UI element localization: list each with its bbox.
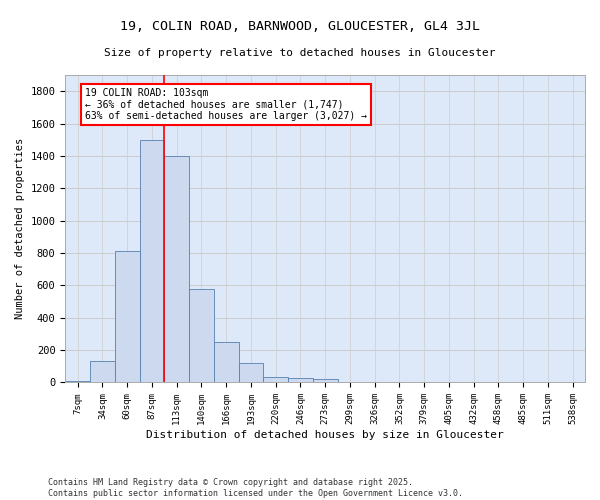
Bar [65,381,90,382]
Text: Size of property relative to detached houses in Gloucester: Size of property relative to detached ho… [104,48,496,58]
Bar [263,377,288,382]
Text: 19, COLIN ROAD, BARNWOOD, GLOUCESTER, GL4 3JL: 19, COLIN ROAD, BARNWOOD, GLOUCESTER, GL… [120,20,480,33]
Bar [164,156,189,382]
Bar [90,362,115,382]
Text: 19 COLIN ROAD: 103sqm
← 36% of detached houses are smaller (1,747)
63% of semi-d: 19 COLIN ROAD: 103sqm ← 36% of detached … [85,88,367,121]
Text: Contains HM Land Registry data © Crown copyright and database right 2025.
Contai: Contains HM Land Registry data © Crown c… [48,478,463,498]
Bar [214,342,239,382]
Bar [313,379,338,382]
Bar [115,252,140,382]
Bar [239,363,263,382]
X-axis label: Distribution of detached houses by size in Gloucester: Distribution of detached houses by size … [146,430,504,440]
Bar [140,140,164,382]
Bar [189,290,214,382]
Bar [288,378,313,382]
Y-axis label: Number of detached properties: Number of detached properties [15,138,25,320]
